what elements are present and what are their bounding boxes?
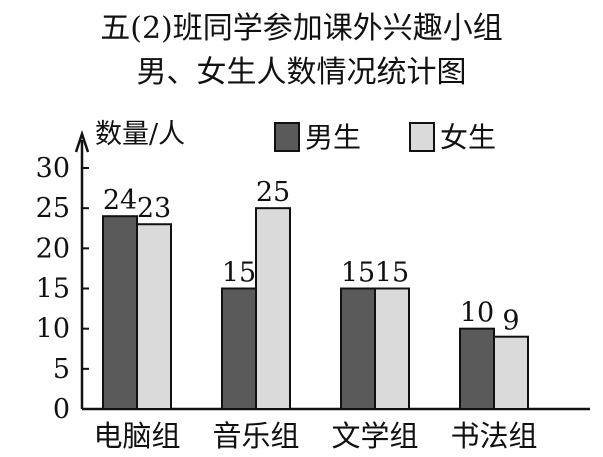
legend-label: 男生 xyxy=(305,121,361,154)
y-axis-arrow xyxy=(74,130,90,153)
y-tick-label: 30 xyxy=(36,153,70,184)
data-label: 15 xyxy=(375,258,409,289)
bar xyxy=(340,287,376,410)
chart-title-line-1: 五(2)班同学参加课外兴趣小组 xyxy=(100,11,503,46)
y-tick-label: 15 xyxy=(36,274,70,305)
bar xyxy=(493,335,529,411)
data-label: 15 xyxy=(341,258,375,289)
bar xyxy=(459,327,495,410)
data-label: 15 xyxy=(222,258,256,289)
data-label: 24 xyxy=(103,185,137,216)
bar xyxy=(374,287,410,410)
y-axis-label: 数量/人 xyxy=(95,119,185,150)
y-tick-label: 25 xyxy=(36,193,70,224)
y-tick-label: 20 xyxy=(36,233,70,264)
x-tick-label: 电脑组 xyxy=(93,419,180,453)
bar xyxy=(221,287,257,410)
bar xyxy=(136,223,172,410)
y-tick-label: 10 xyxy=(36,314,70,345)
y-tick-label: 0 xyxy=(53,394,70,425)
chart-title-line-2: 男、女生人数情况统计图 xyxy=(136,55,467,90)
legend-label: 女生 xyxy=(440,121,496,154)
data-label: 25 xyxy=(256,177,290,208)
legend-swatch xyxy=(409,122,435,152)
y-tick-label: 5 xyxy=(53,354,70,385)
x-tick-label: 音乐组 xyxy=(212,419,299,453)
x-tick-label: 文学组 xyxy=(331,419,418,453)
data-label: 10 xyxy=(460,298,494,329)
data-label: 23 xyxy=(137,193,171,224)
legend-swatch xyxy=(274,122,300,152)
data-label: 9 xyxy=(502,306,519,337)
bar xyxy=(102,215,138,410)
x-tick-label: 书法组 xyxy=(450,419,537,453)
bar xyxy=(255,207,291,410)
